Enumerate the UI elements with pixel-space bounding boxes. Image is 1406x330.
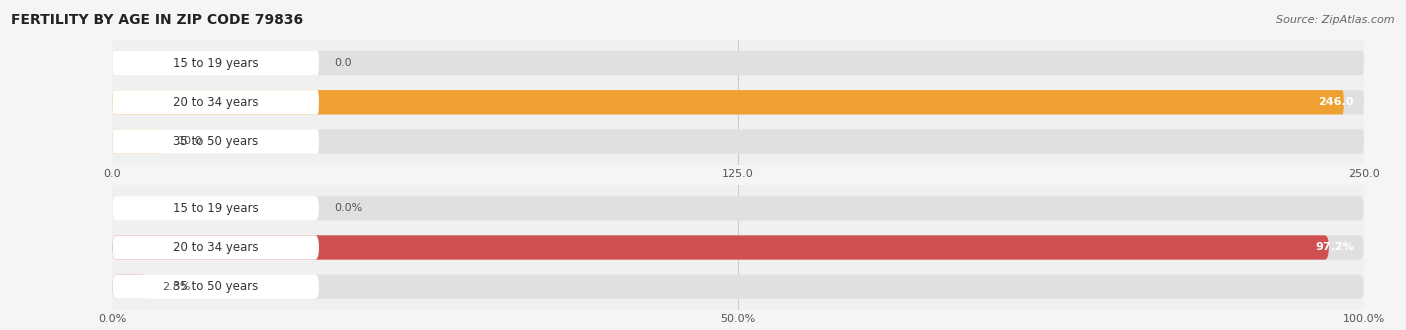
FancyBboxPatch shape	[112, 235, 1364, 260]
FancyBboxPatch shape	[112, 275, 319, 299]
FancyBboxPatch shape	[112, 275, 148, 299]
FancyBboxPatch shape	[112, 129, 319, 154]
Text: 0.0%: 0.0%	[335, 203, 363, 213]
Text: 15 to 19 years: 15 to 19 years	[173, 202, 259, 215]
FancyBboxPatch shape	[112, 51, 319, 75]
Text: 35 to 50 years: 35 to 50 years	[173, 280, 259, 293]
FancyBboxPatch shape	[112, 196, 1364, 220]
FancyBboxPatch shape	[112, 90, 1344, 115]
Text: 246.0: 246.0	[1319, 97, 1354, 107]
FancyBboxPatch shape	[112, 129, 163, 154]
Text: FERTILITY BY AGE IN ZIP CODE 79836: FERTILITY BY AGE IN ZIP CODE 79836	[11, 13, 304, 27]
Text: 35 to 50 years: 35 to 50 years	[173, 135, 259, 148]
FancyBboxPatch shape	[112, 235, 1329, 260]
FancyBboxPatch shape	[112, 90, 319, 115]
Text: 10.0: 10.0	[177, 137, 202, 147]
FancyBboxPatch shape	[112, 90, 1364, 115]
Text: 20 to 34 years: 20 to 34 years	[173, 241, 259, 254]
FancyBboxPatch shape	[112, 51, 1364, 75]
Text: 15 to 19 years: 15 to 19 years	[173, 57, 259, 70]
Text: 20 to 34 years: 20 to 34 years	[173, 96, 259, 109]
Text: Source: ZipAtlas.com: Source: ZipAtlas.com	[1277, 15, 1395, 25]
FancyBboxPatch shape	[112, 196, 319, 220]
FancyBboxPatch shape	[112, 129, 1364, 154]
Text: 0.0: 0.0	[335, 58, 352, 68]
Text: 97.2%: 97.2%	[1315, 243, 1354, 252]
FancyBboxPatch shape	[112, 235, 319, 260]
Text: 2.8%: 2.8%	[163, 282, 191, 292]
FancyBboxPatch shape	[112, 275, 1364, 299]
